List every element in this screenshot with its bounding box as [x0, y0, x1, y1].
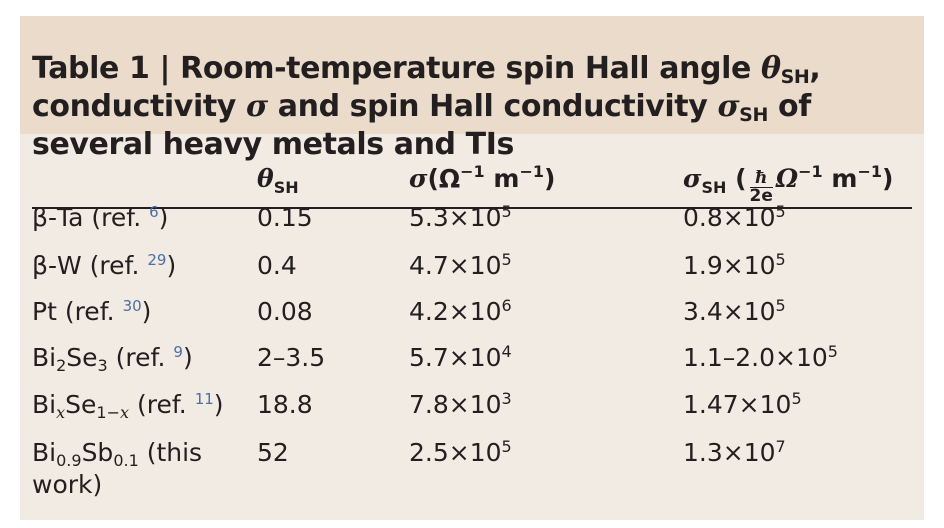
sigma-cell: 4.2×106 — [409, 296, 512, 326]
sigma-sh-cell: 1.3×107 — [683, 437, 786, 467]
material-cell: β-Ta (ref. 6) — [32, 203, 169, 232]
table-row: BixSe1−x (ref. 11) 18.8 7.8×103 1.47×105 — [20, 389, 924, 429]
header-sigma-sh: σSH (ħ 2e Ω−1 m−1) — [683, 162, 894, 206]
sigma-sh-cell: 1.47×105 — [683, 389, 802, 419]
caption-band — [20, 16, 924, 134]
header-rule — [32, 207, 912, 209]
theta-cell: 52 — [257, 438, 289, 467]
table-row: Bi2Se3 (ref. 9) 2–3.5 5.7×104 1.1–2.0×10… — [20, 342, 924, 382]
theta-cell: 0.15 — [257, 203, 313, 232]
material-cell: β-W (ref. 29) — [32, 251, 177, 280]
table-row: Pt (ref. 30) 0.08 4.2×106 3.4×105 — [20, 296, 924, 336]
table-panel: Table 1 | Room-temperature spin Hall ang… — [20, 16, 924, 520]
material-cell: Bi2Se3 (ref. 9) — [32, 343, 193, 375]
table-row: β-W (ref. 29) 0.4 4.7×105 1.9×105 — [20, 250, 924, 290]
sigma-cell: 5.7×104 — [409, 342, 512, 372]
material-cell: Bi0.9Sb0.1 (this work) — [32, 438, 203, 499]
material-cell: BixSe1−x (ref. 11) — [32, 390, 224, 422]
sigma-cell: 4.7×105 — [409, 250, 512, 280]
theta-cell: 18.8 — [257, 390, 313, 419]
header-sigma: σ(Ω−1 m−1) — [409, 162, 556, 194]
table-caption: Table 1 | Room-temperature spin Hall ang… — [32, 51, 821, 162]
sigma-sh-cell: 3.4×105 — [683, 296, 786, 326]
table-row: β-Ta (ref. 6) 0.15 5.3×105 0.8×105 — [20, 202, 924, 242]
theta-cell: 2–3.5 — [257, 343, 326, 372]
hbar-over-2e: ħ 2e — [749, 168, 773, 206]
sigma-sh-cell: 1.9×105 — [683, 250, 786, 280]
theta-cell: 0.4 — [257, 251, 297, 280]
sigma-sh-cell: 0.8×105 — [683, 202, 786, 232]
header-theta-sh: θSH — [257, 164, 299, 197]
sigma-cell: 7.8×103 — [409, 389, 512, 419]
sigma-cell: 2.5×105 — [409, 437, 512, 467]
sigma-sh-cell: 1.1–2.0×105 — [683, 342, 838, 372]
sigma-cell: 5.3×105 — [409, 202, 512, 232]
material-cell: Pt (ref. 30) — [32, 297, 152, 326]
theta-cell: 0.08 — [257, 297, 313, 326]
table-row: Bi0.9Sb0.1 (this work) 52 2.5×105 1.3×10… — [20, 437, 924, 507]
